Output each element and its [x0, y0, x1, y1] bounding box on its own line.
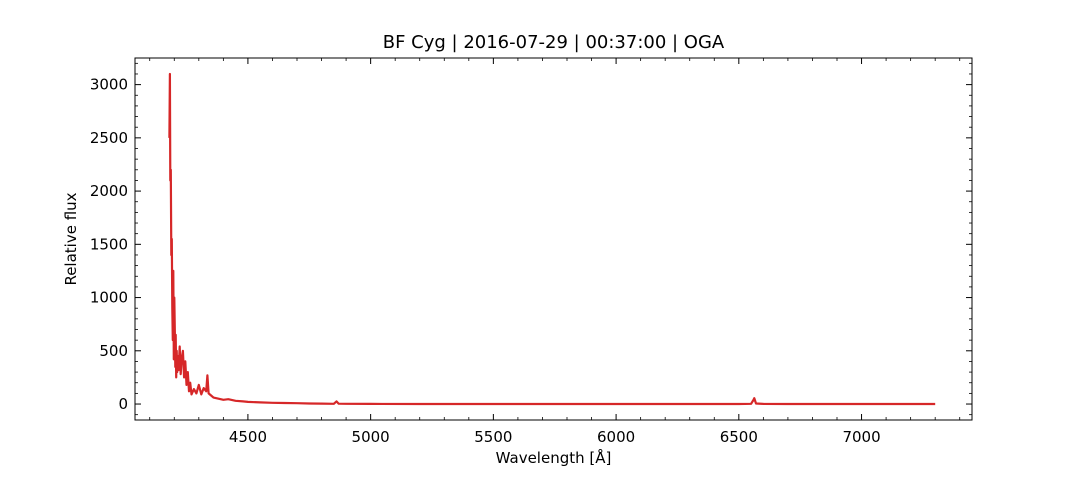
- series-line-0: [168, 72, 936, 406]
- ticks-layer: 4500 5000 5500 6000 6500 7000 0 500 1000 1500 2000…: [90, 58, 972, 446]
- x-tick-label-5000: 5000: [352, 428, 390, 446]
- series-layer: [168, 72, 936, 406]
- y-tick-label-0: 0: [118, 395, 128, 413]
- y-tick-label-2500: 2500: [90, 129, 128, 147]
- x-tick-label-6000: 6000: [597, 428, 635, 446]
- x-tick-label-6500: 6500: [720, 428, 758, 446]
- x-tick-label-4500: 4500: [229, 428, 267, 446]
- y-tick-label-500: 500: [99, 342, 128, 360]
- y-tick-label-1000: 1000: [90, 289, 128, 307]
- x-axis-label: Wavelength [Å]: [496, 448, 612, 467]
- x-tick-label-5500: 5500: [474, 428, 512, 446]
- y-axis-label: Relative flux: [62, 192, 80, 285]
- x-tick-label-7000: 7000: [842, 428, 880, 446]
- chart-title: BF Cyg | 2016-07-29 | 00:37:00 | OGA: [383, 32, 725, 53]
- plot-frame: [134, 57, 973, 421]
- y-tick-label-1500: 1500: [90, 235, 128, 253]
- y-tick-label-3000: 3000: [90, 76, 128, 94]
- y-tick-label-2000: 2000: [90, 182, 128, 200]
